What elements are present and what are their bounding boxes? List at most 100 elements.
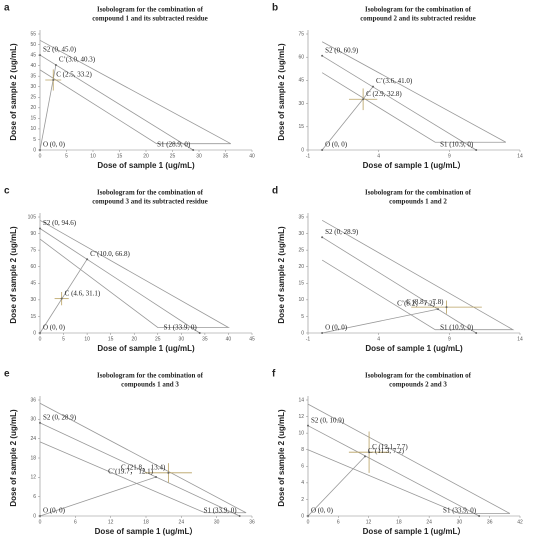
- point-label: C (8.8， 7.8): [406, 298, 444, 306]
- y-tick-label: 10: [298, 297, 304, 303]
- point-label: O (0, 0): [43, 507, 66, 515]
- isobole-line: [321, 41, 507, 143]
- panel: c Isobologram for the combination ofcompo…: [4, 186, 255, 353]
- point-label: S1 (33.9, 0): [164, 324, 198, 332]
- y-tick-label: 90: [30, 231, 36, 237]
- point: [321, 149, 324, 151]
- x-tick-label: 42: [517, 519, 523, 525]
- panel-letter: b: [272, 3, 278, 14]
- y-tick-label: 6: [33, 494, 36, 500]
- point-label: O (0, 0): [325, 141, 348, 149]
- y-tick-label: 45: [298, 78, 304, 84]
- point: [364, 455, 367, 458]
- point: [198, 332, 201, 334]
- point: [167, 471, 170, 474]
- point: [39, 149, 41, 151]
- y-tick-label: 0: [301, 330, 304, 336]
- y-tick-label: 0: [301, 147, 304, 153]
- x-tick-label: 35: [202, 336, 208, 342]
- y-tick-label: 2: [301, 497, 304, 503]
- isobole-line: [321, 236, 477, 334]
- x-tick-label: 36: [249, 519, 255, 525]
- point-label: O (0, 0): [325, 324, 348, 332]
- y-tick-label: 15: [30, 116, 36, 122]
- y-tick-label: 60: [30, 264, 36, 270]
- panel: b Isobologram for the combination ofcompo…: [272, 3, 523, 170]
- point: [60, 297, 63, 300]
- y-tick-label: 50: [30, 42, 36, 48]
- y-axis-label: Dose of sample 2 (ug/mL): [277, 43, 286, 141]
- y-axis-label: Dose of sample 2 (ug/mL): [9, 409, 18, 507]
- isobole-line: [321, 219, 515, 331]
- point: [321, 332, 324, 334]
- panel-title: compounds 2 and 3: [389, 381, 447, 389]
- y-axis-label: Dose of sample 2 (ug/mL): [277, 409, 286, 507]
- x-tick-label: 15: [117, 153, 123, 159]
- x-tick-label: 12: [366, 519, 372, 525]
- point: [362, 98, 365, 101]
- x-axis-label: Dose of sample 1 (ug/mL): [97, 161, 195, 170]
- point-label: C’(3.6, 41.0): [376, 77, 413, 85]
- panel-title: compounds 1 and 2: [389, 198, 447, 206]
- point: [238, 515, 241, 517]
- x-tick-label: 20: [131, 336, 137, 342]
- point-label: C (2.9, 32.8): [366, 90, 402, 98]
- isobole-line: [322, 308, 439, 334]
- isobole-line: [39, 422, 240, 517]
- y-tick-label: 5: [301, 314, 304, 320]
- y-tick-label: 4: [301, 480, 304, 486]
- y-tick-label: 18: [30, 455, 36, 461]
- x-tick-label: 14: [517, 336, 523, 342]
- y-tick-label: 0: [33, 147, 36, 153]
- x-tick-label: 30: [196, 153, 202, 159]
- x-tick-label: 24: [426, 519, 432, 525]
- y-tick-label: 20: [30, 105, 36, 111]
- panel-title: Isobologram for the combination of: [97, 372, 204, 380]
- panel-title: Isobologram for the combination of: [97, 6, 204, 14]
- y-tick-label: 12: [30, 475, 36, 481]
- y-tick-label: 35: [30, 74, 36, 80]
- y-tick-label: 75: [298, 31, 304, 37]
- x-tick-label: 25: [170, 153, 176, 159]
- point-label: C (12.1, 7.7): [372, 443, 408, 451]
- point-label: C’(8.2， 7.2): [397, 300, 436, 308]
- isobole-line: [39, 219, 230, 328]
- x-tick-label: 0: [39, 153, 42, 159]
- isobole-line: [39, 258, 88, 334]
- point-label: S2 (0, 28.9): [325, 228, 359, 236]
- y-tick-label: 25: [30, 95, 36, 101]
- x-axis-label: Dose of sample 1 (ug/mL): [365, 344, 463, 353]
- point-label: S1 (33.9, 0): [204, 507, 238, 515]
- panel-title: compound 1 and its subtracted residue: [92, 15, 208, 23]
- x-tick-label: 14: [517, 153, 523, 159]
- isobole-line: [307, 403, 511, 514]
- x-tick-label: 18: [143, 519, 149, 525]
- panel-letter: e: [4, 369, 10, 380]
- y-tick-label: 0: [33, 513, 36, 519]
- point: [445, 306, 448, 309]
- panel-title: Isobologram for the combination of: [365, 6, 472, 14]
- isobole-line: [307, 456, 366, 517]
- x-tick-label: 10: [84, 336, 90, 342]
- point: [39, 227, 41, 230]
- y-tick-label: 30: [30, 297, 36, 303]
- panel-letter: c: [4, 186, 10, 197]
- panel: a Isobologram for the combination ofcompo…: [4, 3, 255, 170]
- y-tick-label: 40: [30, 63, 36, 69]
- y-tick-label: 30: [298, 101, 304, 107]
- point: [478, 515, 481, 517]
- x-tick-label: 40: [226, 336, 232, 342]
- y-tick-label: 15: [298, 124, 304, 130]
- panel-title: compounds 1 and 3: [121, 381, 179, 389]
- point-label: O (0, 0): [43, 324, 66, 332]
- y-axis-label: Dose of sample 2 (ug/mL): [9, 226, 18, 324]
- isobole-line: [39, 54, 194, 151]
- isobole-line: [39, 402, 247, 514]
- panel: e Isobologram for the combination ofcompo…: [4, 369, 255, 536]
- point: [52, 78, 55, 81]
- y-tick-label: 12: [298, 414, 304, 420]
- y-tick-label: 0: [33, 330, 36, 336]
- y-axis-label: Dose of sample 2 (ug/mL): [9, 43, 18, 141]
- point: [39, 421, 41, 424]
